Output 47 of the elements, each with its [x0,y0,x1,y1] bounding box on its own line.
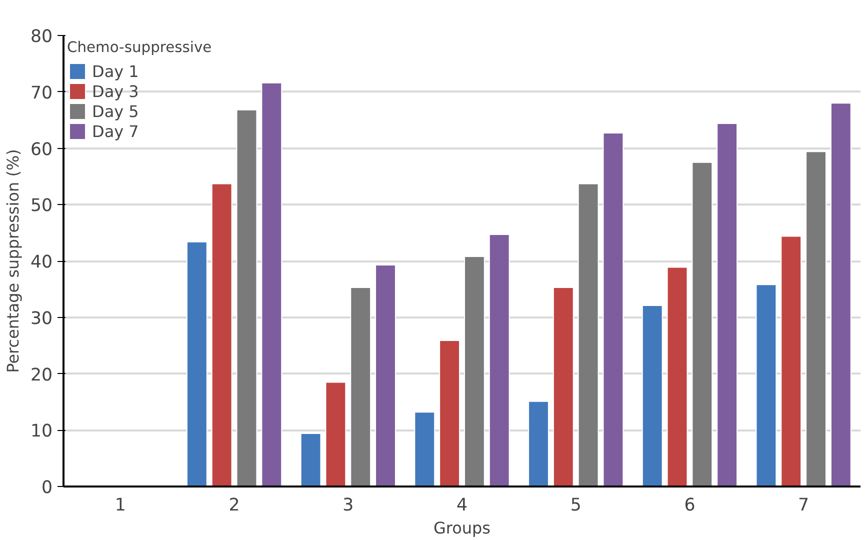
bar [830,102,852,486]
bar [642,305,663,486]
x-tick-label: 4 [456,496,468,516]
bar [806,151,826,486]
y-tick-label: 40 [30,252,53,272]
y-tick-label: 0 [41,478,53,498]
bar [236,109,258,486]
y-tick-label: 80 [30,27,53,47]
bar [488,234,510,486]
bar [211,183,232,486]
bar [325,382,346,486]
bar [552,286,574,486]
bar [464,256,485,486]
bar [439,340,460,486]
bar [756,284,777,486]
bar [375,264,396,486]
x-axis-title: Groups [433,518,491,538]
bar [261,82,282,486]
x-tick-label: 2 [228,496,240,516]
bar [578,183,599,486]
legend-label: Day 3 [92,82,139,100]
x-tick-label: 1 [114,496,126,516]
legend-label: Day 7 [92,122,139,140]
bar [414,412,436,486]
bar [300,433,322,486]
y-axis-title: Percentage suppression (%) [3,149,22,373]
bar [692,162,713,486]
bar [780,236,802,486]
y-tick-label: 70 [30,83,53,104]
bar [186,241,208,486]
y-tick-label: 50 [30,196,53,216]
bar [528,400,549,486]
bar [350,286,372,486]
y-tick-label: 10 [30,422,53,442]
x-tick-label: 6 [684,496,696,516]
x-tick-label: 5 [570,496,582,516]
x-tick-label: 3 [342,496,354,516]
legend-title: Chemo-suppressive [67,39,212,56]
y-tick-label: 30 [30,308,53,329]
legend-label: Day 1 [92,62,139,80]
y-tick-label: 20 [30,365,53,386]
x-tick-label: 7 [798,496,810,516]
bar [716,122,738,486]
y-tick-label: 60 [30,140,53,160]
legend-label: Day 5 [92,102,139,120]
bar [666,266,688,486]
bar [602,132,624,486]
